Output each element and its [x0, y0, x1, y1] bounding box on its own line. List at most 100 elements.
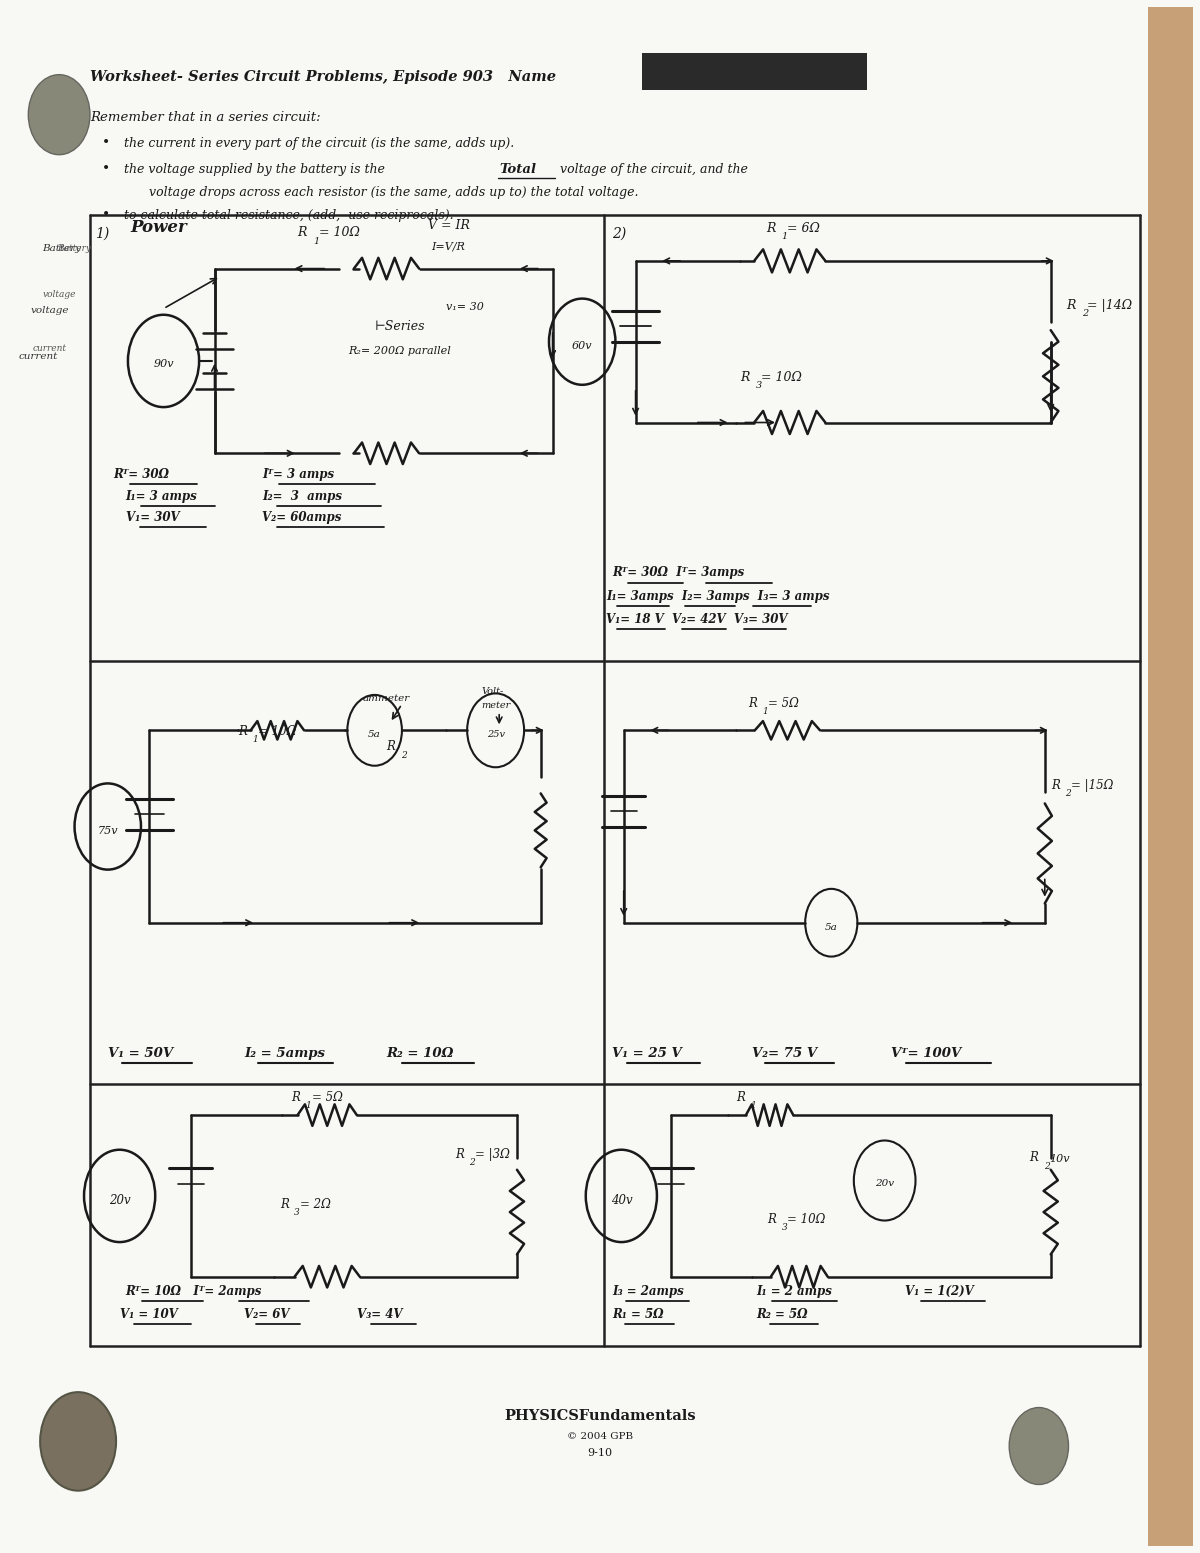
Text: 1): 1) [95, 227, 109, 241]
Text: 2: 2 [469, 1159, 475, 1168]
Text: V₂= 6V: V₂= 6V [244, 1308, 289, 1322]
Text: Rᵀ= 30Ω  Iᵀ= 3amps: Rᵀ= 30Ω Iᵀ= 3amps [612, 567, 744, 579]
Text: R: R [280, 1197, 289, 1210]
Text: 1: 1 [306, 1101, 312, 1110]
Text: 2: 2 [1081, 309, 1088, 318]
Text: •: • [102, 162, 110, 175]
Text: R: R [292, 1092, 300, 1104]
Text: Iᵀ= 3 amps: Iᵀ= 3 amps [262, 467, 334, 481]
Text: Volt-: Volt- [481, 688, 504, 696]
Text: V₃= 4V: V₃= 4V [356, 1308, 402, 1322]
Text: V₁= 30V: V₁= 30V [126, 511, 179, 523]
Text: R: R [740, 371, 749, 384]
Text: V₂= 60amps: V₂= 60amps [262, 511, 341, 523]
Text: I₁ = 2 amps: I₁ = 2 amps [756, 1286, 833, 1298]
Text: Worksheet- Series Circuit Problems, Episode 903   Name: Worksheet- Series Circuit Problems, Epis… [90, 70, 556, 84]
Text: ⊢Series: ⊢Series [374, 320, 425, 334]
Text: V₁ = 25 V: V₁ = 25 V [612, 1047, 682, 1059]
Text: I₂=  3  amps: I₂= 3 amps [262, 489, 342, 503]
Text: R: R [1051, 780, 1060, 792]
Text: V₁ = 10V: V₁ = 10V [120, 1308, 178, 1322]
FancyBboxPatch shape [1148, 6, 1193, 1547]
Text: = |14Ω: = |14Ω [1087, 298, 1133, 312]
Text: 20v: 20v [875, 1179, 894, 1188]
Text: PHYSICSFundamentals: PHYSICSFundamentals [504, 1409, 696, 1423]
Text: current: current [19, 353, 58, 360]
Text: R: R [455, 1148, 464, 1162]
Text: I₁= 3 amps: I₁= 3 amps [126, 489, 197, 503]
Text: = 5Ω: = 5Ω [768, 697, 799, 710]
Text: •: • [102, 208, 110, 222]
Text: I₃ = 2amps: I₃ = 2amps [612, 1286, 684, 1298]
Text: Remember that in a series circuit:: Remember that in a series circuit: [90, 110, 320, 124]
Text: 1: 1 [313, 236, 319, 245]
Text: voltage: voltage [42, 290, 76, 300]
Text: the voltage supplied by the battery is the: the voltage supplied by the battery is t… [125, 163, 385, 175]
Text: R: R [737, 1092, 745, 1104]
Text: R₁ = 5Ω: R₁ = 5Ω [612, 1308, 664, 1322]
Text: 1: 1 [762, 708, 768, 716]
Text: = 10Ω: = 10Ω [787, 1213, 826, 1225]
Text: Rᵀ= 10Ω   Iᵀ= 2amps: Rᵀ= 10Ω Iᵀ= 2amps [126, 1286, 262, 1298]
Text: •: • [102, 137, 110, 151]
Text: Battery: Battery [56, 244, 91, 253]
Text: current: current [34, 345, 67, 353]
Text: I=V/R: I=V/R [432, 242, 466, 252]
Text: 2: 2 [401, 750, 407, 759]
Text: = 6Ω: = 6Ω [787, 222, 821, 235]
Text: ammeter: ammeter [362, 694, 410, 702]
Text: = 2Ω: = 2Ω [300, 1197, 331, 1210]
Circle shape [29, 75, 90, 155]
Text: = 10Ω: = 10Ω [319, 227, 360, 239]
Text: V₂= 75 V: V₂= 75 V [752, 1047, 817, 1059]
Text: R: R [298, 227, 307, 239]
Text: = 10Ω: = 10Ω [258, 725, 296, 738]
Text: R: R [239, 725, 247, 738]
Text: voltage of the circuit, and the: voltage of the circuit, and the [556, 163, 748, 175]
Text: R: R [386, 741, 395, 753]
Text: 90v: 90v [154, 359, 174, 370]
Text: R₂= 200Ω parallel: R₂= 200Ω parallel [348, 346, 451, 356]
Text: voltage: voltage [31, 306, 70, 315]
Text: meter: meter [481, 702, 511, 710]
Text: R₂ = 10Ω: R₂ = 10Ω [386, 1047, 454, 1059]
Text: = 10Ω: = 10Ω [761, 371, 802, 384]
Text: 75v: 75v [97, 826, 118, 836]
Text: R: R [1066, 298, 1075, 312]
Text: Rᵀ= 30Ω: Rᵀ= 30Ω [114, 467, 169, 481]
Text: V = IR: V = IR [428, 219, 470, 231]
Text: 5a: 5a [824, 922, 838, 932]
Text: R: R [1030, 1151, 1038, 1165]
Text: R: R [767, 1213, 776, 1225]
Text: I₂ = 5amps: I₂ = 5amps [244, 1047, 325, 1059]
Text: 9-10: 9-10 [588, 1449, 612, 1458]
Text: v₁= 30: v₁= 30 [446, 301, 484, 312]
Text: to calculate total resistance, (add,  use reciprocals).: to calculate total resistance, (add, use… [125, 210, 454, 222]
Text: voltage drops across each resistor (is the same, adds up to) the total voltage.: voltage drops across each resistor (is t… [149, 186, 638, 199]
Text: © 2004 GPB: © 2004 GPB [566, 1432, 634, 1441]
Text: the current in every part of the circuit (is the same, adds up).: the current in every part of the circuit… [125, 137, 515, 151]
Text: 2: 2 [1064, 789, 1070, 798]
Text: V₁ = 1(2)V: V₁ = 1(2)V [905, 1286, 973, 1298]
Text: R: R [766, 222, 775, 235]
Text: 3: 3 [294, 1208, 300, 1216]
Text: 5a: 5a [368, 730, 382, 739]
Text: R: R [749, 697, 757, 710]
Text: 60v: 60v [572, 342, 593, 351]
Text: = |15Ω: = |15Ω [1070, 780, 1114, 792]
Text: 2): 2) [612, 227, 626, 241]
Circle shape [40, 1391, 116, 1491]
Text: R₂ = 5Ω: R₂ = 5Ω [756, 1308, 808, 1322]
Text: 40v: 40v [611, 1194, 632, 1207]
Text: V₁ = 50V: V₁ = 50V [108, 1047, 173, 1059]
Text: 1: 1 [252, 735, 258, 744]
Text: = |3Ω: = |3Ω [475, 1148, 510, 1162]
Text: I₁= 3amps  I₂= 3amps  I₃= 3 amps: I₁= 3amps I₂= 3amps I₃= 3 amps [606, 590, 829, 603]
Text: 3: 3 [781, 1224, 787, 1232]
Text: Power: Power [131, 219, 187, 236]
Text: 3: 3 [755, 380, 762, 390]
Text: 25v: 25v [487, 730, 505, 739]
Text: Battery: Battery [42, 244, 82, 253]
Text: 1: 1 [781, 231, 787, 241]
Text: 10v: 10v [1050, 1154, 1070, 1165]
